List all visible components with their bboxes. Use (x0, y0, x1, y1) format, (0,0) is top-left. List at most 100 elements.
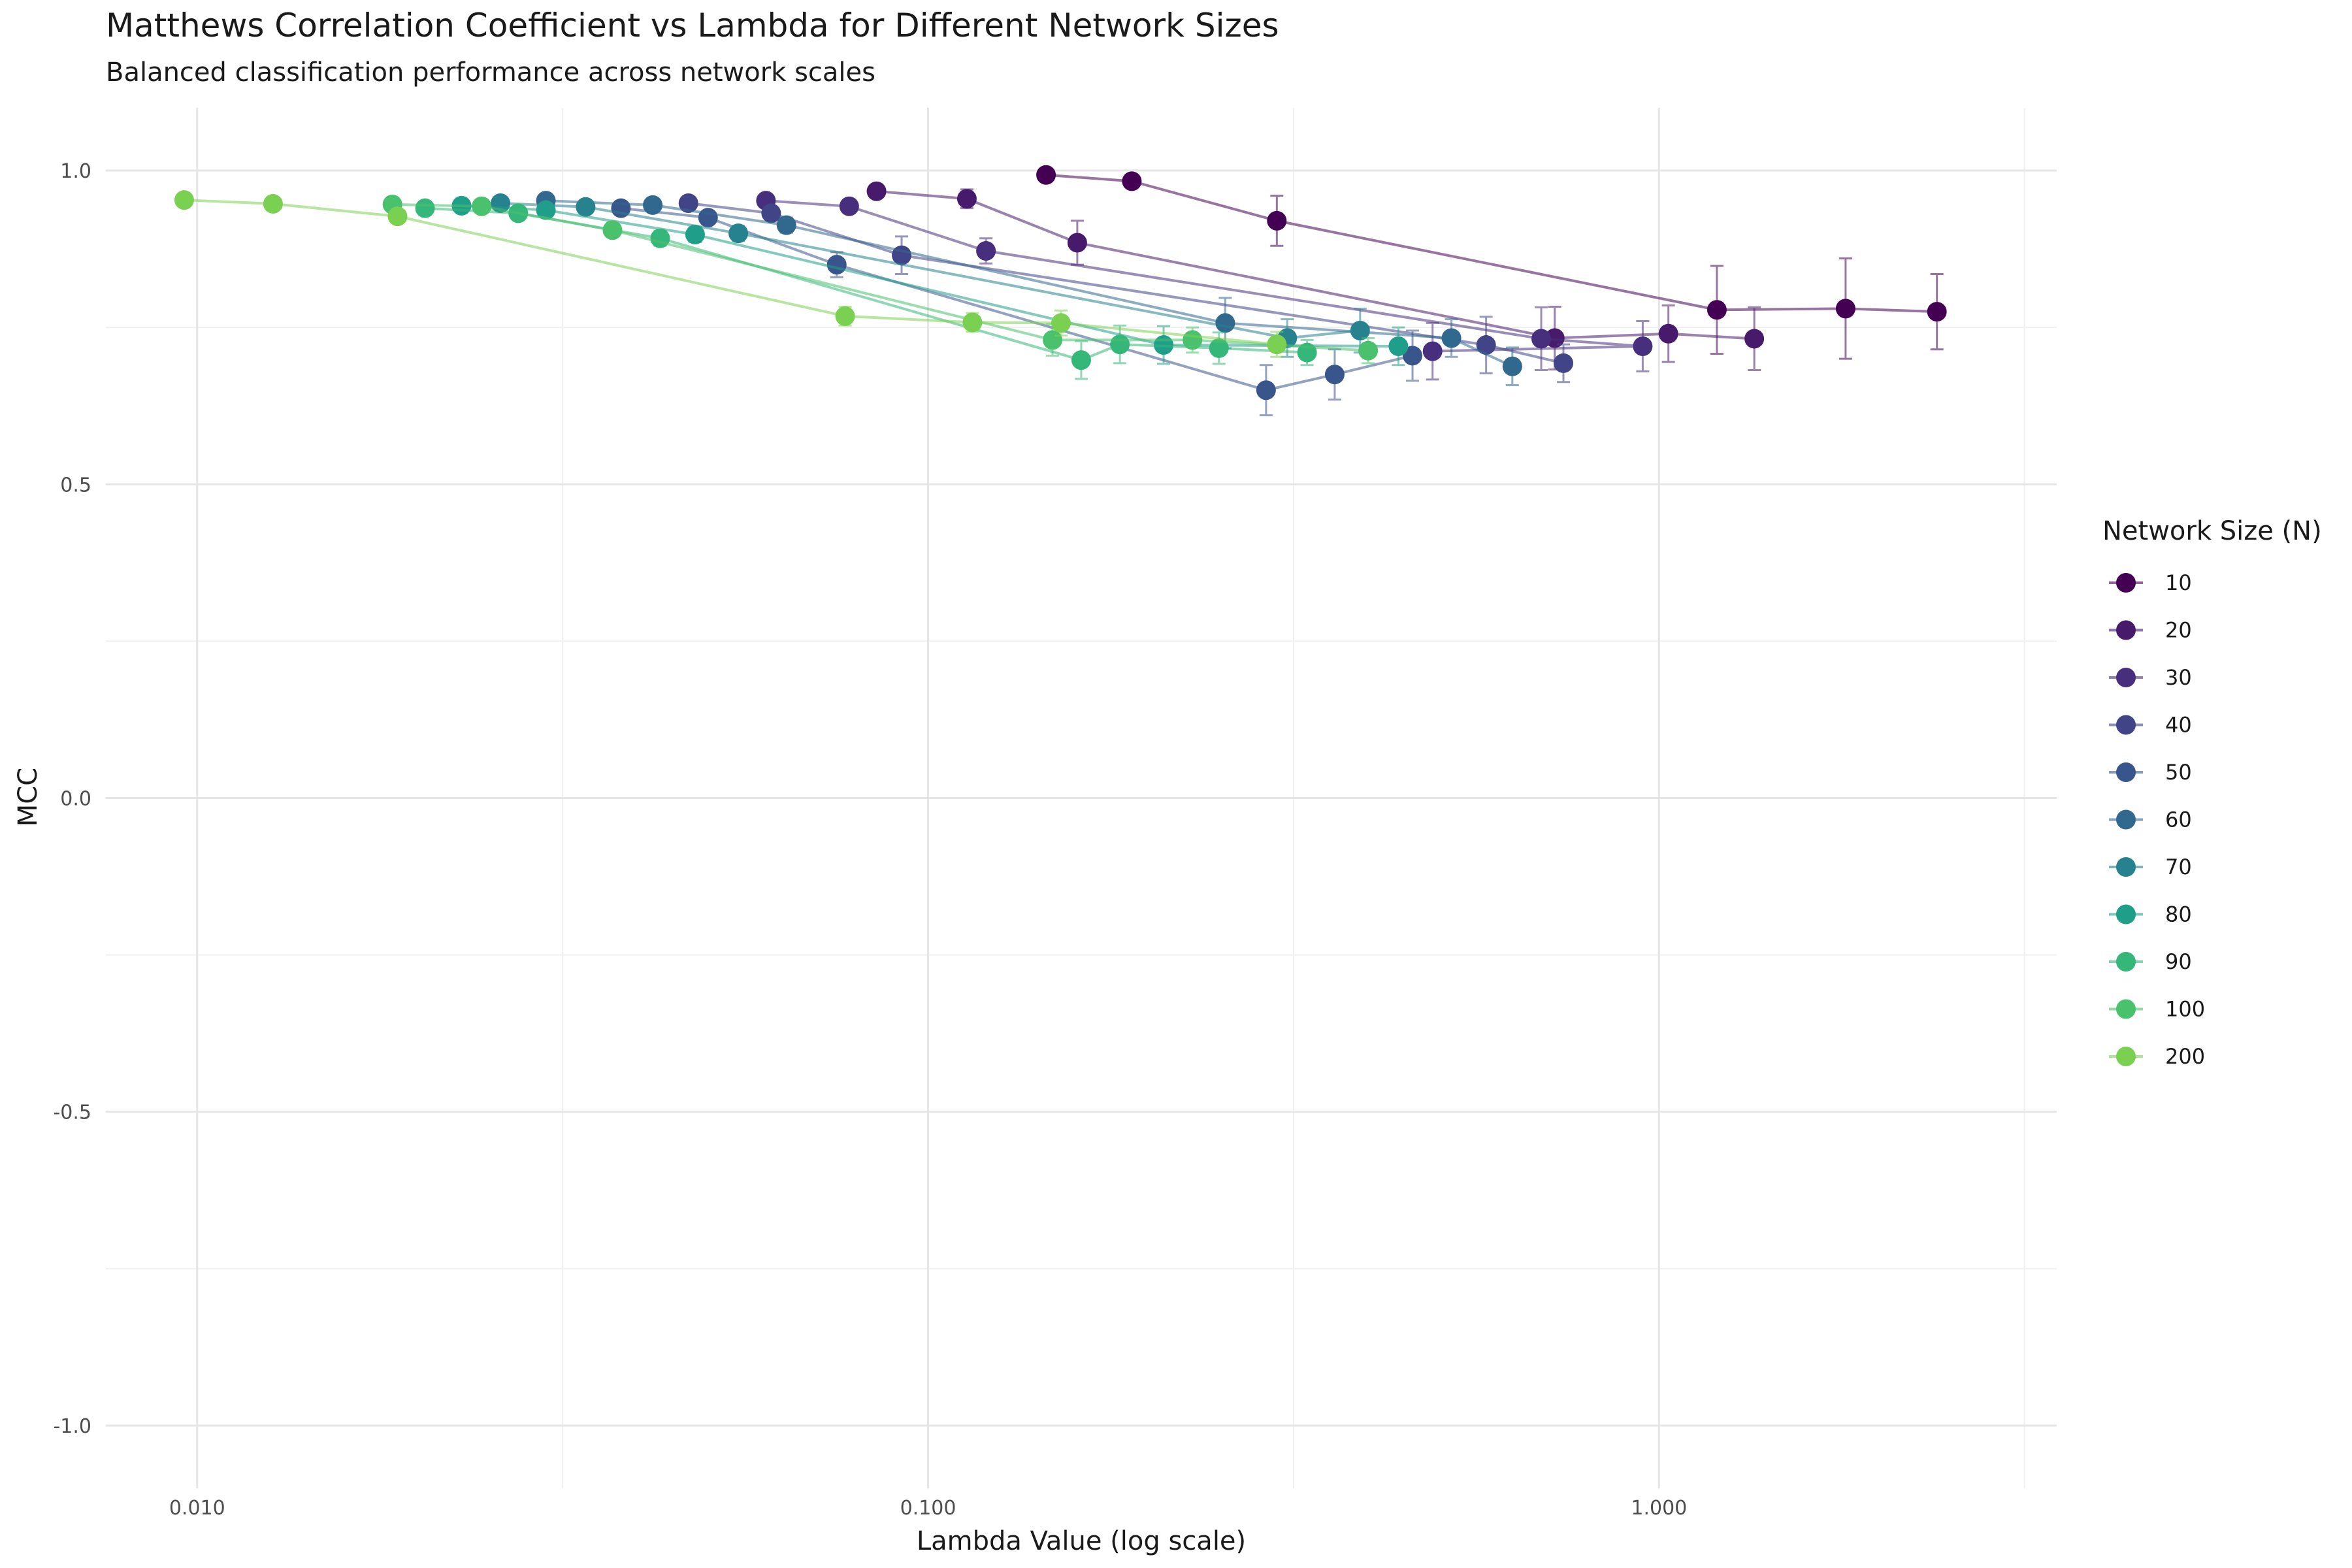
data-point (1835, 299, 1855, 319)
legend-item-40: 40 (2109, 713, 2192, 738)
data-point (1633, 336, 1653, 356)
legend-key-point (2116, 809, 2136, 830)
y-tick-label: -0.5 (53, 1102, 91, 1124)
series-line (1045, 173, 1937, 314)
data-point (1122, 171, 1142, 191)
data-point (728, 223, 749, 244)
data-point (1388, 336, 1409, 356)
series-30 (756, 191, 1653, 381)
legend-label: 10 (2165, 570, 2192, 595)
legend-item-20: 20 (2109, 618, 2192, 643)
data-point (1927, 302, 1947, 322)
series-line (546, 199, 1513, 368)
legend-key-point (2116, 573, 2136, 593)
data-point (1744, 329, 1765, 349)
legend-item-30: 30 (2109, 665, 2192, 690)
data-point (472, 196, 492, 216)
data-point (761, 203, 781, 223)
legend-key-point (2116, 668, 2136, 687)
legend-label: 80 (2165, 902, 2192, 927)
legend-label: 60 (2165, 808, 2192, 832)
legend-item-80: 80 (2109, 902, 2192, 927)
x-tick-label: 1.000 (1631, 1497, 1687, 1520)
legend-label: 90 (2165, 949, 2192, 974)
axis-layer: 1.0 0.5 0.0 -0.5 -1.0 0.010 0.100 1.000 (53, 160, 1687, 1520)
legend-label: 200 (2165, 1044, 2205, 1069)
x-tick-label: 0.010 (169, 1497, 225, 1520)
data-point (1067, 233, 1087, 253)
series-20 (866, 181, 1765, 371)
legend: 10 20 30 40 50 60 70 80 90 100 200 (2109, 570, 2205, 1069)
legend-key-point (2116, 857, 2136, 877)
data-point (678, 193, 698, 213)
chart-subtitle: Balanced classification performance acro… (106, 57, 875, 88)
data-point (263, 193, 283, 214)
x-axis-label: Lambda Value (log scale) (917, 1526, 1246, 1556)
legend-label: 100 (2165, 997, 2205, 1022)
legend-item-90: 90 (2109, 949, 2192, 974)
series-layer (174, 165, 1947, 417)
data-point (1707, 300, 1727, 320)
series-70 (491, 193, 1370, 358)
data-point (1403, 346, 1423, 366)
data-point (776, 215, 796, 235)
series-10 (1036, 165, 1947, 360)
data-point (976, 240, 996, 261)
legend-key-point (2116, 904, 2136, 924)
legend-key-point (2116, 620, 2136, 640)
data-point (698, 208, 718, 228)
data-point (1043, 330, 1063, 350)
legend-item-200: 200 (2109, 1044, 2205, 1069)
legend-key-point (2116, 762, 2136, 782)
data-point (1256, 380, 1276, 400)
data-point (387, 206, 408, 227)
legend-item-60: 60 (2109, 808, 2192, 832)
legend-key-point (2116, 952, 2136, 972)
legend-label: 70 (2165, 855, 2192, 879)
legend-label: 30 (2165, 665, 2192, 690)
series-90 (415, 198, 1317, 380)
data-point (1036, 165, 1056, 185)
data-point (1110, 335, 1130, 355)
data-point (415, 198, 435, 218)
data-point (685, 225, 705, 245)
series-line (425, 206, 1307, 362)
legend-label: 20 (2165, 618, 2192, 643)
y-tick-label: 0.5 (60, 474, 91, 497)
data-point (866, 181, 887, 201)
grid-layer (106, 108, 2057, 1488)
x-tick-label: 0.100 (900, 1497, 956, 1520)
legend-item-50: 50 (2109, 760, 2192, 785)
data-point (1324, 365, 1345, 385)
legend-item-70: 70 (2109, 855, 2192, 879)
legend-title: Network Size (N) (2102, 516, 2322, 546)
data-point (826, 255, 847, 275)
legend-label: 40 (2165, 713, 2192, 738)
data-point (650, 228, 670, 248)
data-point (1658, 323, 1678, 344)
series-line (621, 206, 1413, 392)
data-point (576, 197, 596, 217)
data-point (1531, 329, 1552, 349)
legend-key-point (2116, 1047, 2136, 1066)
data-point (962, 312, 983, 333)
y-tick-label: 0.0 (60, 788, 91, 811)
legend-label: 50 (2165, 760, 2192, 785)
data-point (1422, 341, 1443, 361)
y-tick-label: 1.0 (60, 160, 91, 183)
data-point (1350, 320, 1370, 340)
data-point (536, 200, 556, 220)
chart-title: Matthews Correlation Coefficient vs Lamb… (106, 7, 1279, 44)
data-point (956, 189, 977, 209)
data-point (174, 190, 194, 210)
data-point (1554, 353, 1574, 373)
data-point (1071, 350, 1091, 370)
data-point (1502, 356, 1522, 376)
y-axis-label: MCC (13, 768, 43, 826)
series-200 (174, 190, 1287, 358)
legend-key-point (2116, 715, 2136, 735)
data-point (1358, 340, 1379, 361)
data-point (839, 196, 859, 216)
data-point (1476, 335, 1496, 355)
